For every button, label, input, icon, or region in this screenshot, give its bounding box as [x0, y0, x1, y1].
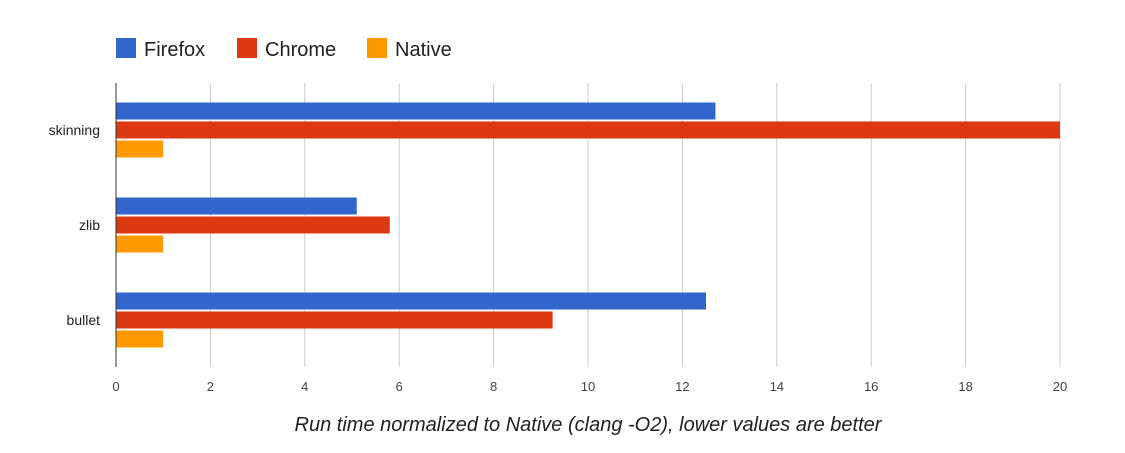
bar-native-skinning [116, 140, 164, 158]
x-tick-label: 8 [490, 379, 497, 394]
x-axis-title: Run time normalized to Native (clang -O2… [295, 414, 883, 436]
x-tick-label: 2 [207, 379, 214, 394]
bar-native-bullet [116, 330, 164, 348]
bar-native-zlib [116, 235, 164, 253]
bar-chrome-bullet [116, 311, 553, 329]
bars [116, 102, 1060, 348]
x-tick-label: 0 [112, 379, 119, 394]
x-tick-label: 18 [958, 379, 972, 394]
y-category-label: zlib [79, 217, 100, 233]
bar-firefox-bullet [116, 292, 706, 310]
x-tick-label: 4 [301, 379, 308, 394]
legend-label-chrome: Chrome [265, 39, 336, 61]
x-tick-label: 12 [675, 379, 689, 394]
bar-chrome-skinning [116, 121, 1060, 139]
legend: Firefox Chrome Native [116, 38, 452, 61]
legend-swatch-native [367, 38, 387, 58]
bar-firefox-skinning [116, 102, 716, 120]
x-tick-label: 14 [770, 379, 784, 394]
bar-chrome-zlib [116, 216, 390, 234]
legend-swatch-chrome [237, 38, 257, 58]
x-tick-label: 16 [864, 379, 878, 394]
legend-swatch-firefox [116, 38, 136, 58]
x-tick-label: 20 [1053, 379, 1067, 394]
y-category-label: bullet [67, 312, 101, 328]
bar-firefox-zlib [116, 197, 357, 215]
legend-label-native: Native [395, 39, 452, 61]
x-tick-label: 10 [581, 379, 595, 394]
y-category-label: skinning [49, 122, 100, 138]
x-tick-label: 6 [396, 379, 403, 394]
legend-label-firefox: Firefox [144, 39, 205, 61]
axes: 0 2 4 6 8 10 12 14 16 18 20 skinning zlib bullet [49, 83, 1067, 394]
